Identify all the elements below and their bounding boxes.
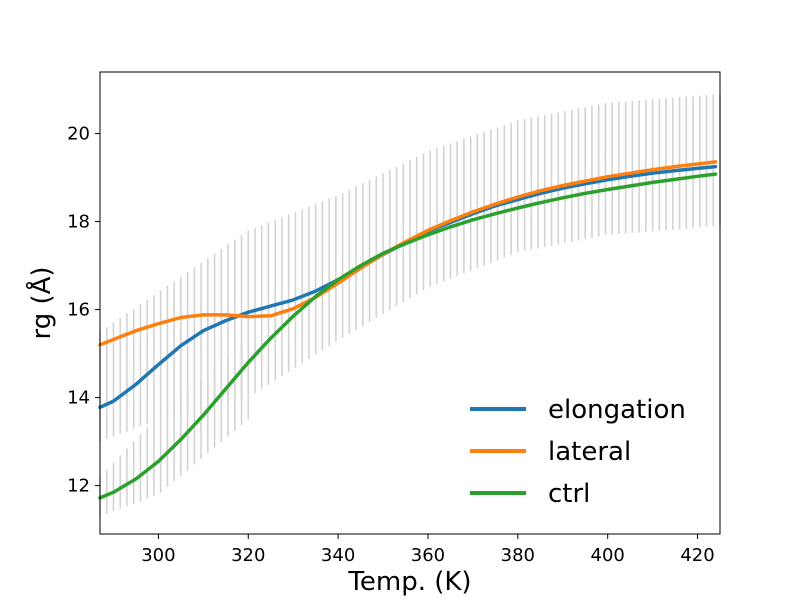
series-line-ctrl [98, 172, 718, 500]
legend-label-elongation: elongation [548, 395, 686, 425]
legend-label-lateral: lateral [548, 437, 631, 467]
x-tick-label: 400 [591, 545, 625, 566]
x-tick-label: 360 [411, 545, 445, 566]
x-tick-label: 300 [141, 545, 175, 566]
x-tick-label: 420 [680, 545, 714, 566]
series-lines [98, 160, 718, 500]
y-tick-label: 18 [67, 212, 90, 233]
legend: elongation lateral ctrl [470, 395, 686, 509]
x-tick-label: 340 [321, 545, 355, 566]
y-tick-label: 14 [67, 388, 90, 409]
x-axis-label: Temp. (K) [347, 567, 471, 597]
plot-frame [99, 71, 721, 535]
error-bars [99, 94, 721, 517]
y-tick-label: 16 [67, 300, 90, 321]
y-tick-label: 20 [67, 124, 90, 145]
y-axis-ticks: 12 14 16 18 20 [67, 124, 100, 497]
x-tick-label: 320 [231, 545, 265, 566]
y-tick-label: 12 [67, 476, 90, 497]
legend-label-ctrl: ctrl [548, 479, 590, 509]
x-tick-label: 380 [501, 545, 535, 566]
y-axis-label: rg (Å) [25, 266, 57, 339]
x-axis-ticks: 300 320 340 360 380 400 420 [141, 534, 715, 566]
